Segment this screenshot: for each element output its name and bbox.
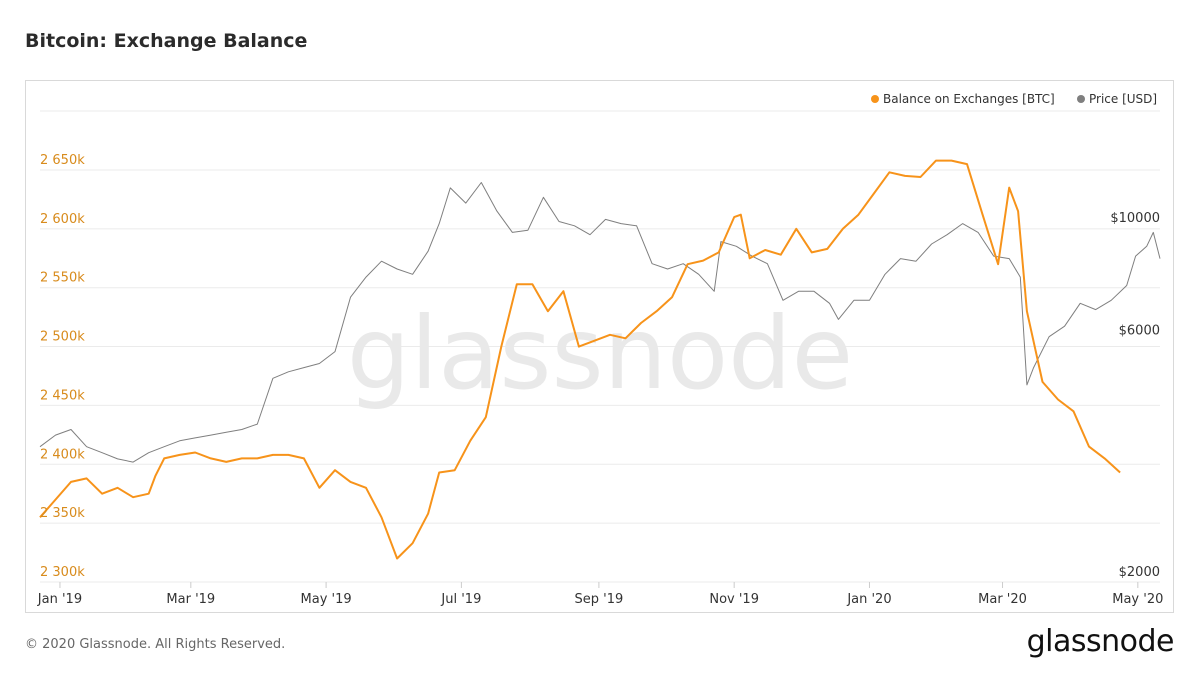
legend-marker-balance	[871, 95, 879, 103]
y-left-tick-label: 2 400k	[40, 447, 85, 462]
x-tick-label: Sep '19	[575, 592, 624, 607]
y-left-tick-label: 2 550k	[40, 271, 85, 286]
x-tick-label: Jan '20	[846, 592, 891, 607]
y-right-tick-label: $10000	[1110, 211, 1160, 226]
brand-logo[interactable]: glassnode	[1026, 624, 1175, 659]
chart-title: Bitcoin: Exchange Balance	[25, 30, 308, 52]
legend-label-balance[interactable]: Balance on Exchanges [BTC]	[883, 92, 1055, 106]
x-tick-label: Jul '19	[440, 592, 481, 607]
x-tick-label: Nov '19	[709, 592, 759, 607]
y-right-tick-label: $2000	[1119, 565, 1160, 580]
legend-marker-price	[1077, 95, 1085, 103]
grid-lines	[40, 110, 1160, 583]
y-left-tick-label: 2 650k	[40, 153, 85, 168]
series-line-balance	[39, 159, 1121, 560]
y-left-tick-label: 2 350k	[40, 506, 85, 521]
legend-label-price[interactable]: Price [USD]	[1089, 92, 1157, 106]
series-layer	[39, 159, 1161, 560]
y-right-tick-label: $6000	[1119, 323, 1160, 338]
y-left-tick-label: 2 500k	[40, 330, 85, 345]
x-tick-label: May '20	[1112, 592, 1163, 607]
legend[interactable]: Balance on Exchanges [BTC] Price [USD]	[871, 92, 1157, 106]
y-left-tick-label: 2 450k	[40, 388, 85, 403]
y-left-tick-label: 2 300k	[40, 565, 85, 580]
y-axis-right: $2000 $6000 $10000	[1110, 211, 1160, 580]
series-line-price	[39, 182, 1161, 463]
x-axis: Jan '19 Mar '19 May '19 Jul '19 Sep '19 Nov '…	[37, 582, 1163, 607]
x-tick-label: Mar '20	[978, 592, 1027, 607]
x-tick-label: May '19	[301, 592, 352, 607]
y-left-tick-label: 2 600k	[40, 212, 85, 227]
chart-frame	[25, 80, 1174, 613]
y-axis-left: 2 300k 2 350k 2 400k 2 450k 2 500k 2 550k 2 60…	[40, 153, 85, 580]
x-tick-label: Jan '19	[37, 592, 82, 607]
watermark: glassnode	[347, 295, 853, 412]
x-tick-label: Mar '19	[166, 592, 215, 607]
copyright-footer: © 2020 Glassnode. All Rights Reserved.	[25, 637, 286, 652]
